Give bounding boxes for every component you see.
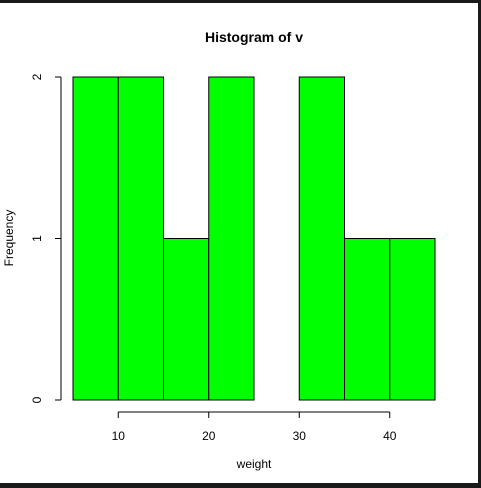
chart-title: Histogram of v (205, 29, 303, 45)
x-axis: 10 20 30 40 (112, 411, 397, 443)
histogram-chart: Histogram of v 10 20 30 40 0 1 2 weight Frequ… (2, 29, 436, 471)
y-tick-label-0: 0 (30, 396, 44, 403)
y-tick-label-1: 1 (30, 235, 44, 242)
x-axis-label: weight (236, 457, 272, 471)
histogram-bar-5-10 (72, 76, 119, 401)
x-tick-label-20: 20 (202, 429, 216, 443)
y-axis: 0 1 2 (30, 73, 62, 403)
histogram-bar-40-45 (389, 238, 436, 401)
y-tick-label-2: 2 (30, 73, 44, 80)
y-axis-label: Frequency (2, 210, 16, 267)
histogram-bar-35-40 (344, 238, 391, 401)
histogram-bar-10-15 (117, 76, 164, 401)
histogram-bar-30-35 (298, 76, 345, 401)
x-tick-label-10: 10 (112, 429, 126, 443)
histogram-bar-20-25 (208, 76, 255, 401)
x-tick-label-40: 40 (383, 429, 397, 443)
x-tick-label-30: 30 (293, 429, 307, 443)
histogram-bar-15-20 (163, 238, 210, 401)
bars-group (72, 76, 436, 401)
